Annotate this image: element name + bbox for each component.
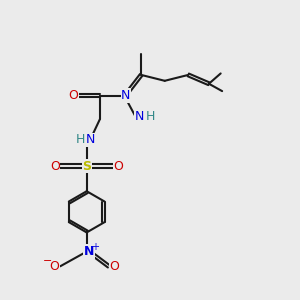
Text: −: − <box>43 256 52 266</box>
Text: N: N <box>134 110 144 123</box>
Text: O: O <box>114 160 123 173</box>
Text: N: N <box>121 89 130 102</box>
Text: H: H <box>146 110 155 123</box>
Text: O: O <box>50 160 60 173</box>
Text: +: + <box>91 242 99 253</box>
Text: O: O <box>110 260 120 273</box>
Text: O: O <box>68 89 78 102</box>
Text: N: N <box>85 133 95 146</box>
Text: O: O <box>50 260 59 273</box>
Text: H: H <box>76 133 85 146</box>
Text: N: N <box>84 245 94 258</box>
Text: S: S <box>82 160 91 173</box>
